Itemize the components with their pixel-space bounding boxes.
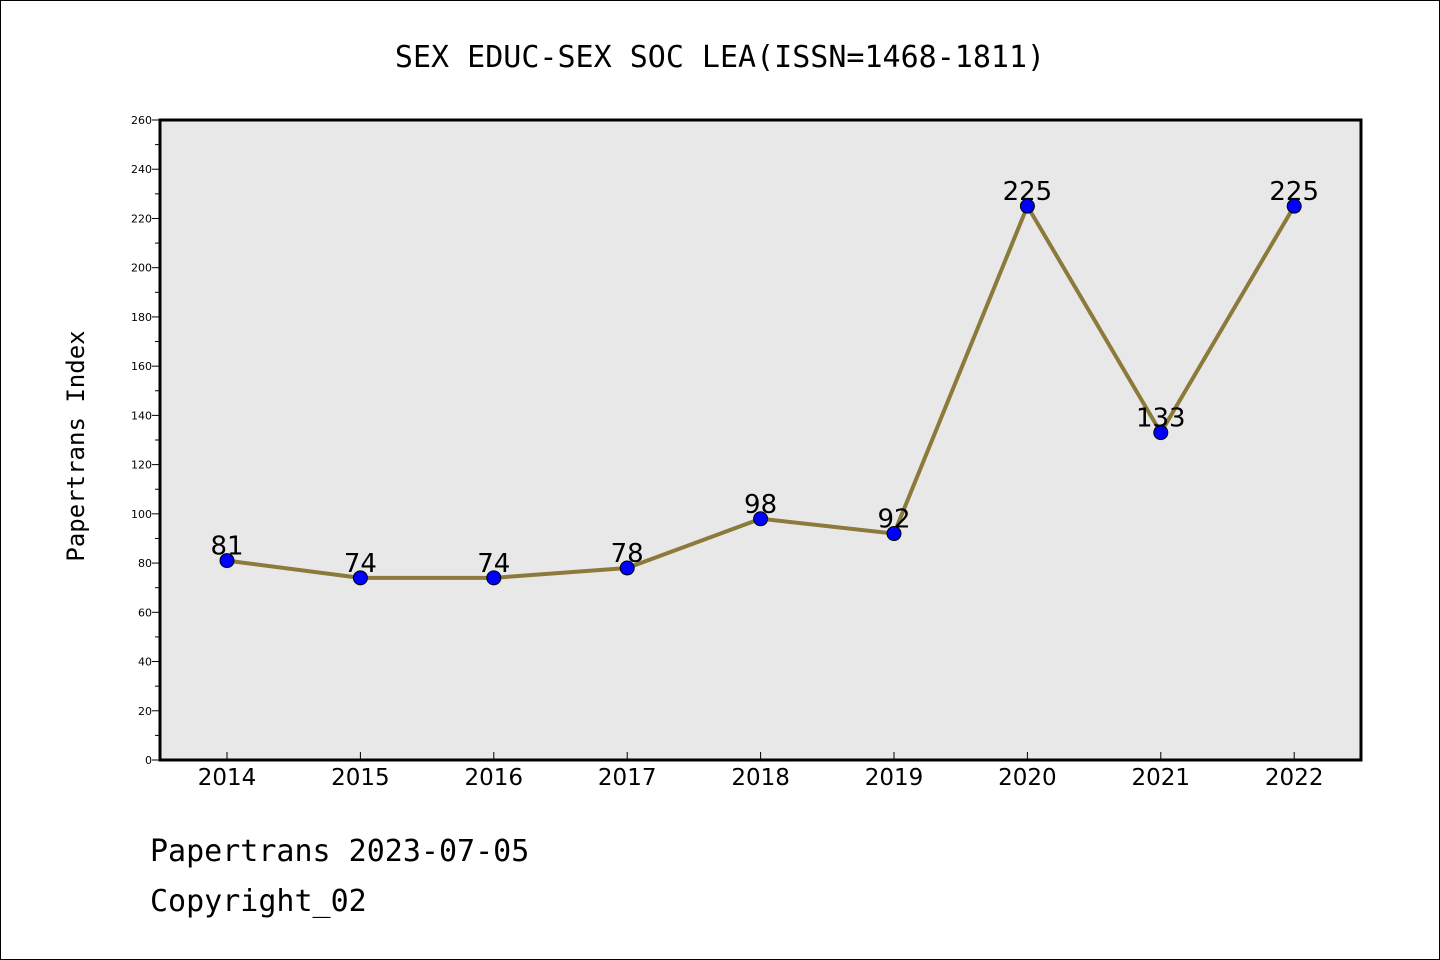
data-point-label: 133	[1136, 404, 1186, 434]
data-point-label: 225	[1269, 177, 1319, 207]
plot-area	[158, 118, 1363, 762]
x-tick-label: 2021	[1132, 765, 1191, 791]
y-tick-label: 40	[138, 656, 152, 669]
y-tick-label: 0	[145, 754, 152, 767]
y-axis-ticks: 0 20 40 60 80 100 120 140 160 180 200 220 240 260	[131, 114, 160, 767]
y-tick-label: 20	[138, 705, 152, 718]
data-point-marker	[1019, 198, 1035, 214]
data-point-label: 98	[744, 490, 777, 520]
y-tick-label: 120	[131, 459, 152, 472]
data-point-label: 225	[1003, 177, 1053, 207]
x-tick-label: 2016	[465, 765, 524, 791]
footer-date-text: Papertrans 2023-07-05	[150, 834, 530, 869]
y-tick-label: 200	[131, 262, 152, 275]
data-point-label: 74	[344, 549, 377, 579]
y-tick-label: 220	[131, 212, 152, 225]
y-tick-label: 60	[138, 606, 152, 619]
x-axis-ticks: 2014 2015 2016 2017 2018 2019 2020 2021 2022	[198, 752, 1324, 791]
x-tick-label: 2020	[998, 765, 1057, 791]
data-point-marker	[352, 570, 368, 586]
data-point-marker	[486, 570, 502, 586]
data-point-marker	[619, 560, 635, 576]
chart-title: SEX EDUC-SEX SOC LEA(ISSN=1468-1811)	[395, 40, 1045, 75]
x-tick-label: 2017	[598, 765, 657, 791]
y-tick-label: 260	[131, 114, 152, 127]
footer-copyright-text: Copyright_02	[150, 884, 367, 919]
data-point-marker	[753, 511, 769, 527]
x-tick-label: 2018	[731, 765, 790, 791]
data-point-label: 78	[611, 539, 644, 569]
data-point-label: 81	[210, 532, 243, 562]
y-tick-label: 140	[131, 409, 152, 422]
y-tick-label: 160	[131, 360, 152, 373]
y-tick-label: 180	[131, 311, 152, 324]
x-tick-label: 2015	[331, 765, 390, 791]
data-point-marker	[886, 526, 902, 542]
data-point-marker	[219, 553, 235, 569]
x-tick-label: 2019	[865, 765, 924, 791]
x-tick-label: 2014	[198, 765, 257, 791]
data-point-label: 92	[877, 505, 910, 535]
data-point-marker	[1286, 198, 1302, 214]
y-tick-label: 80	[138, 557, 152, 570]
data-point-label: 74	[477, 549, 510, 579]
y-tick-label: 100	[131, 508, 152, 521]
x-tick-label: 2022	[1265, 765, 1324, 791]
y-tick-label: 240	[131, 163, 152, 176]
series-line-group: 81 74 74 78 98 92 225 133 225	[210, 177, 1319, 586]
y-axis-label: Papertrans Index	[62, 330, 90, 561]
data-point-marker	[1153, 425, 1169, 441]
